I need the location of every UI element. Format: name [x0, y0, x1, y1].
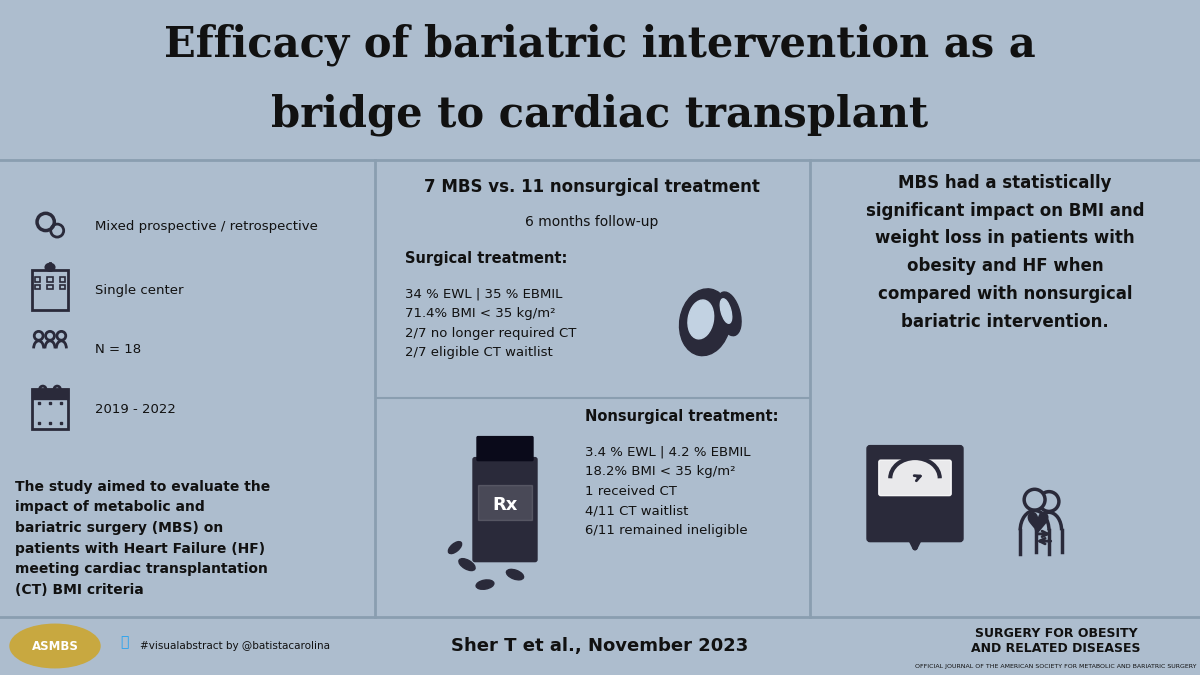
- FancyBboxPatch shape: [866, 446, 964, 541]
- FancyBboxPatch shape: [478, 437, 533, 460]
- Text: AND RELATED DISEASES: AND RELATED DISEASES: [971, 643, 1141, 655]
- Text: 2019 - 2022: 2019 - 2022: [95, 402, 176, 416]
- Text: 34 % EWL | 35 % EBMIL
71.4% BMI < 35 kg/m²
2/7 no longer required CT
2/7 eligibl: 34 % EWL | 35 % EBMIL 71.4% BMI < 35 kg/…: [406, 288, 576, 360]
- FancyBboxPatch shape: [473, 458, 538, 562]
- Text: 🐦: 🐦: [120, 635, 128, 649]
- Ellipse shape: [716, 292, 742, 335]
- Text: 7 MBS vs. 11 nonsurgical treatment: 7 MBS vs. 11 nonsurgical treatment: [424, 178, 760, 196]
- Ellipse shape: [679, 289, 731, 356]
- Text: OFFICIAL JOURNAL OF THE AMERICAN SOCIETY FOR METABOLIC AND BARIATRIC SURGERY: OFFICIAL JOURNAL OF THE AMERICAN SOCIETY…: [916, 664, 1196, 669]
- Text: #visualabstract by @batistacarolina: #visualabstract by @batistacarolina: [140, 641, 330, 651]
- Text: Sher T et al., November 2023: Sher T et al., November 2023: [451, 637, 749, 655]
- Text: SURGERY FOR OBESITY: SURGERY FOR OBESITY: [974, 627, 1138, 640]
- Text: Efficacy of bariatric intervention as a: Efficacy of bariatric intervention as a: [164, 24, 1036, 66]
- Text: The study aimed to evaluate the
impact of metabolic and
bariatric surgery (MBS) : The study aimed to evaluate the impact o…: [14, 480, 270, 597]
- FancyBboxPatch shape: [878, 460, 952, 495]
- FancyBboxPatch shape: [478, 485, 532, 520]
- Text: Single center: Single center: [95, 284, 184, 297]
- Text: ♥: ♥: [1025, 511, 1050, 539]
- Circle shape: [1024, 489, 1045, 510]
- Text: Rx: Rx: [492, 495, 517, 514]
- FancyBboxPatch shape: [32, 389, 68, 399]
- Ellipse shape: [476, 580, 494, 589]
- Text: Mixed prospective / retrospective: Mixed prospective / retrospective: [95, 220, 318, 233]
- Ellipse shape: [46, 264, 54, 271]
- Ellipse shape: [449, 541, 462, 554]
- Ellipse shape: [458, 559, 475, 570]
- Ellipse shape: [10, 624, 100, 668]
- Text: 3.4 % EWL | 4.2 % EBMIL
18.2% BMI < 35 kg/m²
1 received CT
4/11 CT waitlist
6/11: 3.4 % EWL | 4.2 % EBMIL 18.2% BMI < 35 k…: [586, 446, 750, 537]
- Ellipse shape: [720, 299, 732, 323]
- Text: Nonsurgical treatment:: Nonsurgical treatment:: [586, 409, 779, 424]
- Ellipse shape: [506, 570, 523, 580]
- Ellipse shape: [688, 300, 714, 339]
- Text: N = 18: N = 18: [95, 343, 142, 356]
- Text: 6 months follow-up: 6 months follow-up: [526, 215, 659, 229]
- Text: MBS had a statistically
significant impact on BMI and
weight loss in patients wi: MBS had a statistically significant impa…: [865, 173, 1145, 331]
- Text: Surgical treatment:: Surgical treatment:: [406, 251, 568, 267]
- Text: bridge to cardiac transplant: bridge to cardiac transplant: [271, 94, 929, 136]
- Text: ASMBS: ASMBS: [31, 639, 78, 653]
